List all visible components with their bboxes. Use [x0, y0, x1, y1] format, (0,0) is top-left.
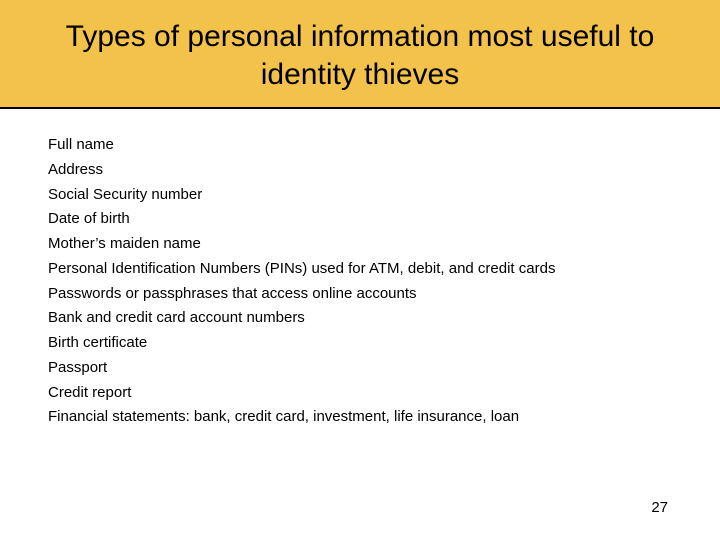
list-item: Social Security number — [48, 183, 672, 208]
list-item: Birth certificate — [48, 331, 672, 356]
list-item: Full name — [48, 133, 672, 158]
title-banner: Types of personal information most usefu… — [0, 0, 720, 109]
list-item: Credit report — [48, 381, 672, 406]
content-list: Full name Address Social Security number… — [0, 109, 720, 430]
page-number: 27 — [651, 499, 668, 516]
list-item: Address — [48, 158, 672, 183]
list-item: Personal Identification Numbers (PINs) u… — [48, 257, 672, 282]
list-item: Mother’s maiden name — [48, 232, 672, 257]
list-item: Bank and credit card account numbers — [48, 306, 672, 331]
list-item: Date of birth — [48, 207, 672, 232]
list-item: Passport — [48, 356, 672, 381]
slide-title: Types of personal information most usefu… — [40, 18, 680, 93]
list-item: Passwords or passphrases that access onl… — [48, 282, 672, 307]
list-item: Financial statements: bank, credit card,… — [48, 405, 672, 430]
